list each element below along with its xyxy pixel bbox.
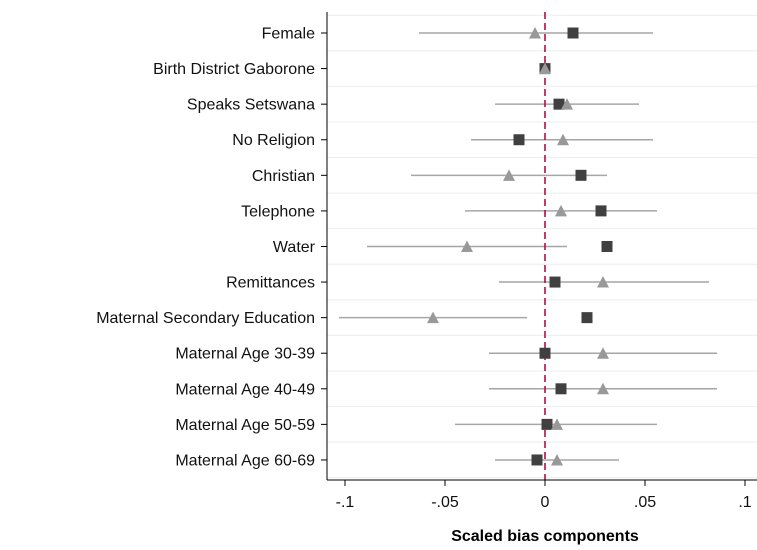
y-axis-label: No Religion: [232, 132, 315, 149]
y-axis-label: Christian: [252, 168, 315, 185]
gridlines: [327, 14, 757, 479]
x-tick-label: 0: [541, 494, 550, 511]
triangle-marker: [427, 311, 439, 324]
x-tick-label: -.1: [336, 494, 355, 511]
y-axis-label: Maternal Age 30-39: [175, 346, 315, 363]
square-marker: [553, 98, 565, 110]
triangle-marker: [555, 204, 567, 217]
x-axis-ticks: -.1 -.05 0 .05 .1: [336, 480, 752, 511]
square-marker: [581, 312, 593, 324]
y-axis-label: Maternal Age 40-49: [175, 381, 315, 398]
square-marker: [539, 347, 551, 359]
square-marker: [549, 276, 561, 288]
square-marker: [601, 240, 613, 252]
y-axis-label: Maternal Secondary Education: [96, 310, 315, 327]
x-axis-title: Scaled bias components: [451, 528, 639, 545]
y-axis-label: Birth District Gaborone: [153, 61, 315, 78]
y-axis-label: Telephone: [241, 203, 315, 220]
x-tick-label: -.05: [431, 494, 459, 511]
y-axis-label: Water: [273, 239, 316, 256]
triangle-marker: [551, 453, 563, 466]
triangle-marker: [551, 418, 563, 430]
square-marker: [531, 454, 543, 466]
x-tick-label: .1: [738, 494, 751, 511]
y-axis-label: Female: [262, 26, 315, 43]
triangle-marker: [561, 98, 573, 110]
triangle-marker: [461, 240, 473, 252]
y-axis-label: Speaks Setswana: [187, 97, 315, 114]
triangle-marker: [597, 382, 609, 395]
square-marker: [567, 27, 579, 39]
square-marker: [555, 383, 567, 395]
x-tick-label: .05: [634, 494, 656, 511]
square-marker: [513, 134, 525, 146]
y-axis-label: Maternal Age 60-69: [175, 452, 315, 469]
triangle-marker: [529, 27, 541, 39]
y-axis-label: Remittances: [226, 275, 315, 292]
triangle-marker: [597, 347, 609, 359]
y-axis-label: Maternal Age 50-59: [175, 417, 315, 434]
square-marker: [575, 169, 587, 181]
triangle-marker: [557, 133, 569, 146]
y-axis-labels: Female Birth District Gaborone Speaks Sets…: [96, 26, 327, 469]
triangle-marker: [597, 276, 609, 288]
triangle-marker: [539, 62, 551, 75]
point-estimates: [427, 27, 613, 466]
triangle-marker: [503, 169, 515, 181]
square-marker: [595, 205, 607, 217]
square-marker: [541, 418, 553, 430]
